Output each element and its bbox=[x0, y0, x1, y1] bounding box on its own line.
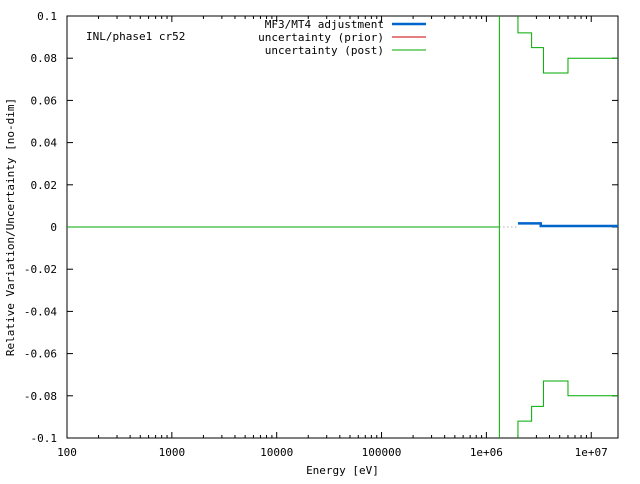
y-tick-label: 0.04 bbox=[31, 137, 58, 150]
x-tick-label: 10000 bbox=[260, 446, 293, 459]
y-tick-label: -0.04 bbox=[24, 305, 57, 318]
y-tick-label: 0.08 bbox=[31, 52, 58, 65]
y-tick-label: 0 bbox=[50, 221, 57, 234]
chart-annotation: INL/phase1 cr52 bbox=[86, 30, 185, 43]
y-tick-label: 0.1 bbox=[37, 10, 57, 23]
legend-label: MF3/MT4 adjustment bbox=[265, 18, 384, 31]
y-tick-label: 0.02 bbox=[31, 179, 58, 192]
y-tick-label: -0.02 bbox=[24, 263, 57, 276]
legend-label: uncertainty (post) bbox=[265, 44, 384, 57]
y-tick-label: 0.06 bbox=[31, 94, 58, 107]
series-layer bbox=[67, 16, 618, 438]
y-tick-label: -0.08 bbox=[24, 390, 57, 403]
x-tick-label: 1e+06 bbox=[470, 446, 503, 459]
y-axis-label: Relative Variation/Uncertainty [no-dim] bbox=[4, 98, 17, 356]
x-tick-label: 100 bbox=[57, 446, 77, 459]
x-axis-label: Energy [eV] bbox=[306, 464, 379, 477]
legend-label: uncertainty (prior) bbox=[258, 31, 384, 44]
y-tick-label: -0.06 bbox=[24, 348, 57, 361]
y-tick-label: -0.1 bbox=[31, 432, 58, 445]
series-line-3 bbox=[517, 380, 618, 438]
x-tick-label: 1000 bbox=[159, 446, 186, 459]
series-line-1 bbox=[517, 222, 618, 228]
x-tick-label: 1e+07 bbox=[575, 446, 608, 459]
series-line-3 bbox=[517, 16, 618, 74]
x-tick-label: 100000 bbox=[362, 446, 402, 459]
ticks-layer: 0.1 0.08 0.06 0.04 0.02 0 -0.02 -0.04 -0.06 -0.08… bbox=[24, 10, 618, 459]
